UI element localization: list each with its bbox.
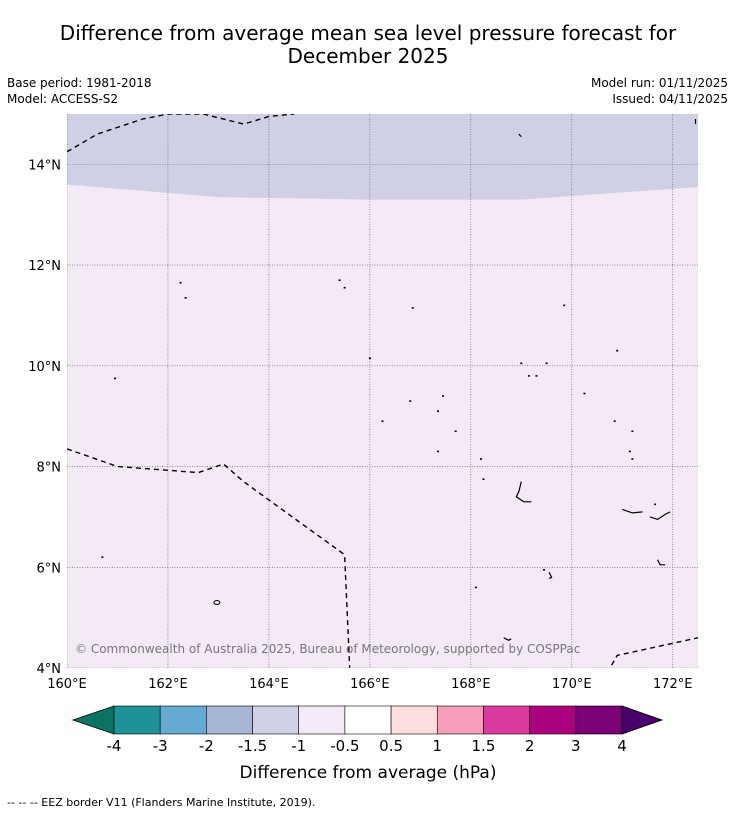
island-marker <box>338 279 341 281</box>
island-marker <box>454 430 457 433</box>
lon-tick-label: 172°E <box>653 677 693 692</box>
lon-tick-label: 160°E <box>47 677 87 692</box>
meta-right: Model run: 01/11/2025 Issued: 04/11/2025 <box>591 75 728 107</box>
colorbar-tick-label: 0.5 <box>379 737 403 755</box>
colorbar-tick-label: 1.5 <box>472 737 496 755</box>
plot-area: © Commonwealth of Australia 2025, Bureau… <box>67 114 698 668</box>
colorbar-box <box>390 705 438 735</box>
colorbar-extend-low <box>71 705 115 735</box>
island-marker <box>613 420 616 423</box>
lon-tick-label: 170°E <box>552 677 592 692</box>
lon-tick-label: 166°E <box>350 677 390 692</box>
lat-tick-label: 10°N <box>28 360 61 375</box>
colorbar-box <box>252 705 300 735</box>
meta-left: Base period: 1981-2018 Model: ACCESS-S2 <box>7 75 152 107</box>
colorbar-box <box>159 705 207 735</box>
lat-tick-label: 6°N <box>37 561 62 576</box>
island-marker <box>543 568 546 571</box>
title-line-1: Difference from average mean sea level p… <box>59 21 677 45</box>
island-marker <box>535 375 538 377</box>
colorbar-tick-label: 2 <box>525 737 535 755</box>
lon-tick-label: 164°E <box>249 677 289 692</box>
colorbar-box <box>436 705 484 735</box>
title-line-2: December 2025 <box>287 44 449 68</box>
region-fill-minus1-to-minus0.5 <box>67 114 698 668</box>
island-marker <box>409 400 412 402</box>
atoll-outline <box>548 572 553 579</box>
island-marker <box>628 450 631 453</box>
map-title: Difference from average mean sea level p… <box>0 22 736 68</box>
island-marker <box>545 362 548 365</box>
island-marker <box>113 377 116 380</box>
base-period: Base period: 1981-2018 <box>7 76 152 90</box>
region-fill-minus1.5-to-minus1 <box>67 114 698 200</box>
model-run: Model run: 01/11/2025 <box>590 76 728 90</box>
island-marker <box>343 286 346 289</box>
eez-border <box>67 114 295 153</box>
atoll-outline <box>503 637 512 641</box>
island-marker <box>583 392 586 395</box>
legend-footnote: -- -- -- EEZ border V11 (Flanders Marine… <box>7 796 316 809</box>
colorbar-tick-label: -3 <box>153 737 168 755</box>
island-marker <box>563 304 566 307</box>
model-name: Model: ACCESS-S2 <box>7 92 119 106</box>
island-marker <box>520 362 523 365</box>
island-marker <box>479 458 482 460</box>
island-marker <box>654 503 657 506</box>
island-marker <box>527 375 530 377</box>
lat-tick-label: 4°N <box>37 662 62 677</box>
colorbar-tick-label: 1 <box>432 737 442 755</box>
issued-date: Issued: 04/11/2025 <box>612 92 728 106</box>
colorbar-tick-label: -2 <box>199 737 214 755</box>
copyright-text: © Commonwealth of Australia 2025, Bureau… <box>75 642 580 656</box>
island-marker <box>616 349 619 352</box>
island-ring <box>213 600 221 606</box>
island-marker <box>437 410 440 412</box>
colorbar-tick-label: -1.5 <box>238 737 267 755</box>
atoll-outline <box>622 508 643 514</box>
island-marker <box>368 357 371 360</box>
atoll-outline <box>518 133 522 138</box>
eez-border <box>67 448 351 668</box>
eez-border <box>609 637 698 668</box>
colorbar-extend-high <box>621 705 664 735</box>
colorbar-tick-label: -0.5 <box>330 737 359 755</box>
island-marker <box>631 430 634 433</box>
island-marker <box>437 450 440 453</box>
island-marker <box>184 297 187 299</box>
colorbar-tick-label: -4 <box>107 737 122 755</box>
lat-tick-label: 14°N <box>28 158 61 173</box>
island-marker <box>442 395 445 397</box>
island-marker <box>101 556 104 558</box>
island-marker <box>179 281 182 284</box>
colorbar-title: Difference from average (hPa) <box>240 763 497 783</box>
atoll-outline <box>649 511 671 521</box>
lon-tick-label: 162°E <box>148 677 188 692</box>
island-marker <box>474 586 477 589</box>
atoll-outline <box>515 481 532 503</box>
colorbar-tick-label: -1 <box>291 737 306 755</box>
colorbar-box <box>483 705 530 735</box>
colorbar-box <box>529 705 577 735</box>
island-marker <box>411 307 414 309</box>
island-marker <box>631 458 634 460</box>
colorbar-box <box>206 705 253 735</box>
colorbar-tick-label: 3 <box>571 737 581 755</box>
colorbar: -4 -3 -2 -1.5 -1 -0.5 0.5 1 1.5 2 3 4 Difference fro… <box>71 705 664 783</box>
island-marker <box>381 420 384 423</box>
lat-tick-label: 8°N <box>37 461 62 476</box>
colorbar-tick-label: 4 <box>617 737 627 755</box>
island-marker <box>482 478 485 480</box>
colorbar-box <box>575 705 623 735</box>
colorbar-box <box>298 705 346 735</box>
atoll-outline <box>657 559 666 566</box>
lon-tick-label: 168°E <box>451 677 491 692</box>
lat-tick-label: 12°N <box>28 259 61 274</box>
colorbar-box <box>113 705 161 735</box>
colorbar-box <box>344 705 392 735</box>
